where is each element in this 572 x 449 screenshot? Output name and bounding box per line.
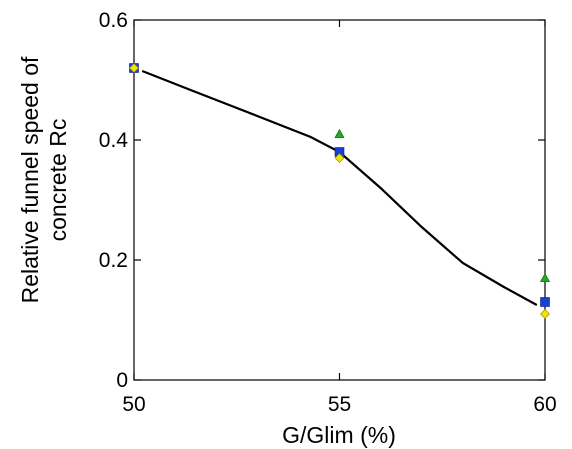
x-tick-label: 60: [533, 393, 556, 416]
y-axis-title-line-1: Relative funnel speed of: [17, 56, 43, 303]
diamond-marker: [540, 309, 550, 319]
plot-frame: [133, 19, 546, 381]
y-tick-label: 0.4: [99, 129, 129, 152]
diamond-marker: [334, 153, 345, 163]
y-axis-title-line-2: concrete Rc: [45, 119, 71, 242]
y-tick-label: 0.2: [99, 249, 128, 272]
fit-curve: [141, 69, 538, 306]
tick-labels: 50 55 60 0 0.2 0.4 0.6: [99, 9, 557, 416]
x-axis-title: G/Glim (%): [282, 422, 396, 448]
x-tick-label: 50: [122, 393, 145, 416]
x-tick-label: 55: [328, 393, 351, 416]
diamond-marker: [129, 63, 139, 73]
tick-marks: [133, 19, 546, 381]
data-markers: [128, 62, 551, 319]
triangle-marker: [539, 272, 551, 282]
square-marker: [540, 297, 550, 307]
triangle-marker: [334, 128, 345, 138]
y-tick-label: 0: [116, 369, 128, 392]
y-tick-label: 0.6: [99, 9, 128, 32]
